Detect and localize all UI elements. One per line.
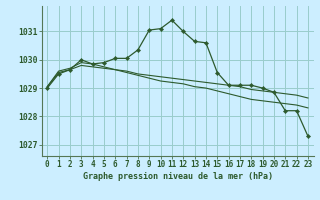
X-axis label: Graphe pression niveau de la mer (hPa): Graphe pression niveau de la mer (hPa)	[83, 172, 273, 181]
